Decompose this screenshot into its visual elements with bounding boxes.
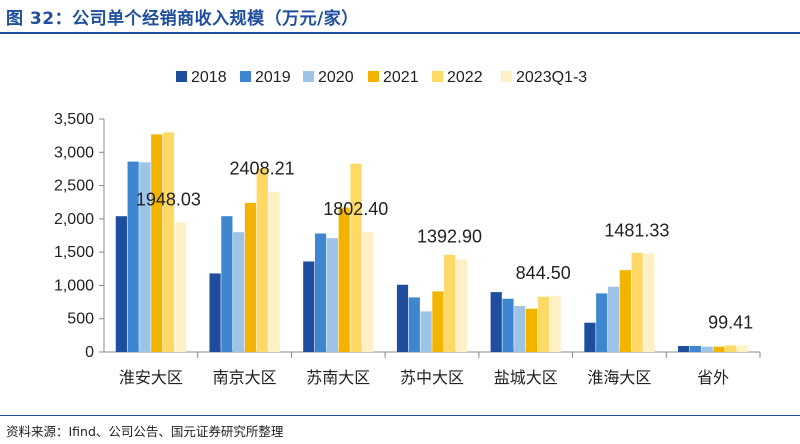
y-tick-label-0: 0 [85, 344, 94, 361]
source-divider [0, 415, 800, 416]
bar-0-4 [162, 132, 175, 352]
bar-3-4 [444, 254, 456, 352]
bar-chart: 2018 2019 2020 2021 2022 2023Q1-3 0 500 1,000 1,5… [54, 69, 761, 387]
legend-label-4: 2022 [447, 69, 483, 86]
bar-5-2 [607, 286, 620, 352]
y-tick-label-2: 1,000 [54, 277, 94, 294]
bar-2-0 [303, 261, 315, 352]
legend-swatch-2 [303, 71, 314, 82]
legend-label-2: 2020 [318, 69, 354, 86]
legend-swatch-3 [368, 71, 379, 82]
bar-0-1 [127, 161, 139, 352]
bar-2-1 [314, 233, 327, 352]
x-tick-label-6: 省外 [697, 368, 729, 387]
legend-swatch-0 [176, 71, 187, 82]
data-label-5: 1481.33 [604, 220, 669, 240]
bar-2-2 [326, 238, 338, 352]
bar-6-2 [701, 346, 713, 352]
legend-swatch-4 [432, 71, 443, 82]
bar-5-0 [584, 322, 596, 352]
bar-5-3 [619, 270, 631, 352]
y-tick-label-1: 500 [67, 311, 94, 328]
bar-4-4 [537, 296, 550, 352]
x-tick-label-4: 盐城大区 [494, 368, 558, 387]
data-label-6: 99.41 [708, 312, 753, 332]
bar-4-3 [526, 308, 538, 352]
data-label-3: 1392.90 [417, 226, 482, 246]
bar-5-4 [631, 252, 643, 352]
x-tick-label-1: 南京大区 [213, 368, 277, 387]
bar-3-5 [455, 259, 468, 352]
y-tick-label-5: 2,500 [54, 178, 94, 195]
bar-2-4 [350, 163, 362, 352]
bar-2-5 [362, 232, 374, 352]
bar-0-0 [115, 216, 127, 352]
x-tick-label-3: 苏中大区 [400, 368, 464, 387]
bar-6-4 [725, 345, 737, 352]
bar-0-2 [139, 162, 151, 352]
bar-5-1 [596, 293, 608, 352]
data-label-2: 1802.40 [323, 199, 388, 219]
y-tick-label-6: 3,000 [54, 144, 94, 161]
bar-0-3 [151, 134, 163, 352]
bar-4-1 [502, 298, 514, 352]
bar-6-0 [678, 346, 690, 352]
bar-3-0 [396, 284, 409, 352]
chart-title: 图 32：公司单个经销商收入规模（万元/家） [6, 9, 359, 29]
bar-1-4 [256, 168, 268, 352]
title-divider [0, 32, 800, 34]
x-tick-label-2: 苏南大区 [306, 368, 370, 387]
legend-label-1: 2019 [255, 69, 291, 86]
bar-1-3 [244, 202, 257, 352]
bar-4-0 [490, 292, 502, 352]
source-note: 资料来源：Ifind、公司公告、国元证券研究所整理 [6, 424, 284, 439]
bar-1-1 [221, 216, 233, 352]
bar-4-5 [549, 295, 561, 352]
bar-6-5 [737, 345, 749, 352]
y-tick-label-4: 2,000 [54, 211, 94, 228]
data-label-4: 844.50 [516, 263, 571, 283]
y-tick-label-7: 3,500 [54, 111, 94, 128]
bar-5-5 [643, 253, 655, 352]
data-label-0: 1948.03 [136, 189, 201, 209]
bar-4-2 [514, 306, 526, 352]
bar-3-3 [432, 291, 444, 352]
legend-label-0: 2018 [191, 69, 227, 86]
bar-2-3 [338, 207, 350, 352]
y-tick-label-3: 1,500 [54, 244, 94, 261]
bar-6-1 [689, 346, 702, 352]
bar-3-1 [408, 297, 420, 352]
legend-label-3: 2021 [383, 69, 419, 86]
legend-swatch-5 [501, 71, 512, 82]
bar-1-0 [209, 273, 221, 352]
data-label-1: 2408.21 [230, 159, 295, 179]
bar-1-2 [233, 232, 245, 352]
bar-6-3 [713, 346, 725, 352]
legend-label-5: 2023Q1-3 [516, 69, 587, 86]
legend-swatch-1 [240, 71, 251, 82]
bar-1-5 [268, 191, 280, 352]
x-tick-label-0: 淮安大区 [119, 368, 183, 387]
x-tick-label-5: 淮海大区 [587, 368, 651, 387]
bar-0-5 [174, 222, 186, 352]
bar-3-2 [420, 311, 432, 352]
